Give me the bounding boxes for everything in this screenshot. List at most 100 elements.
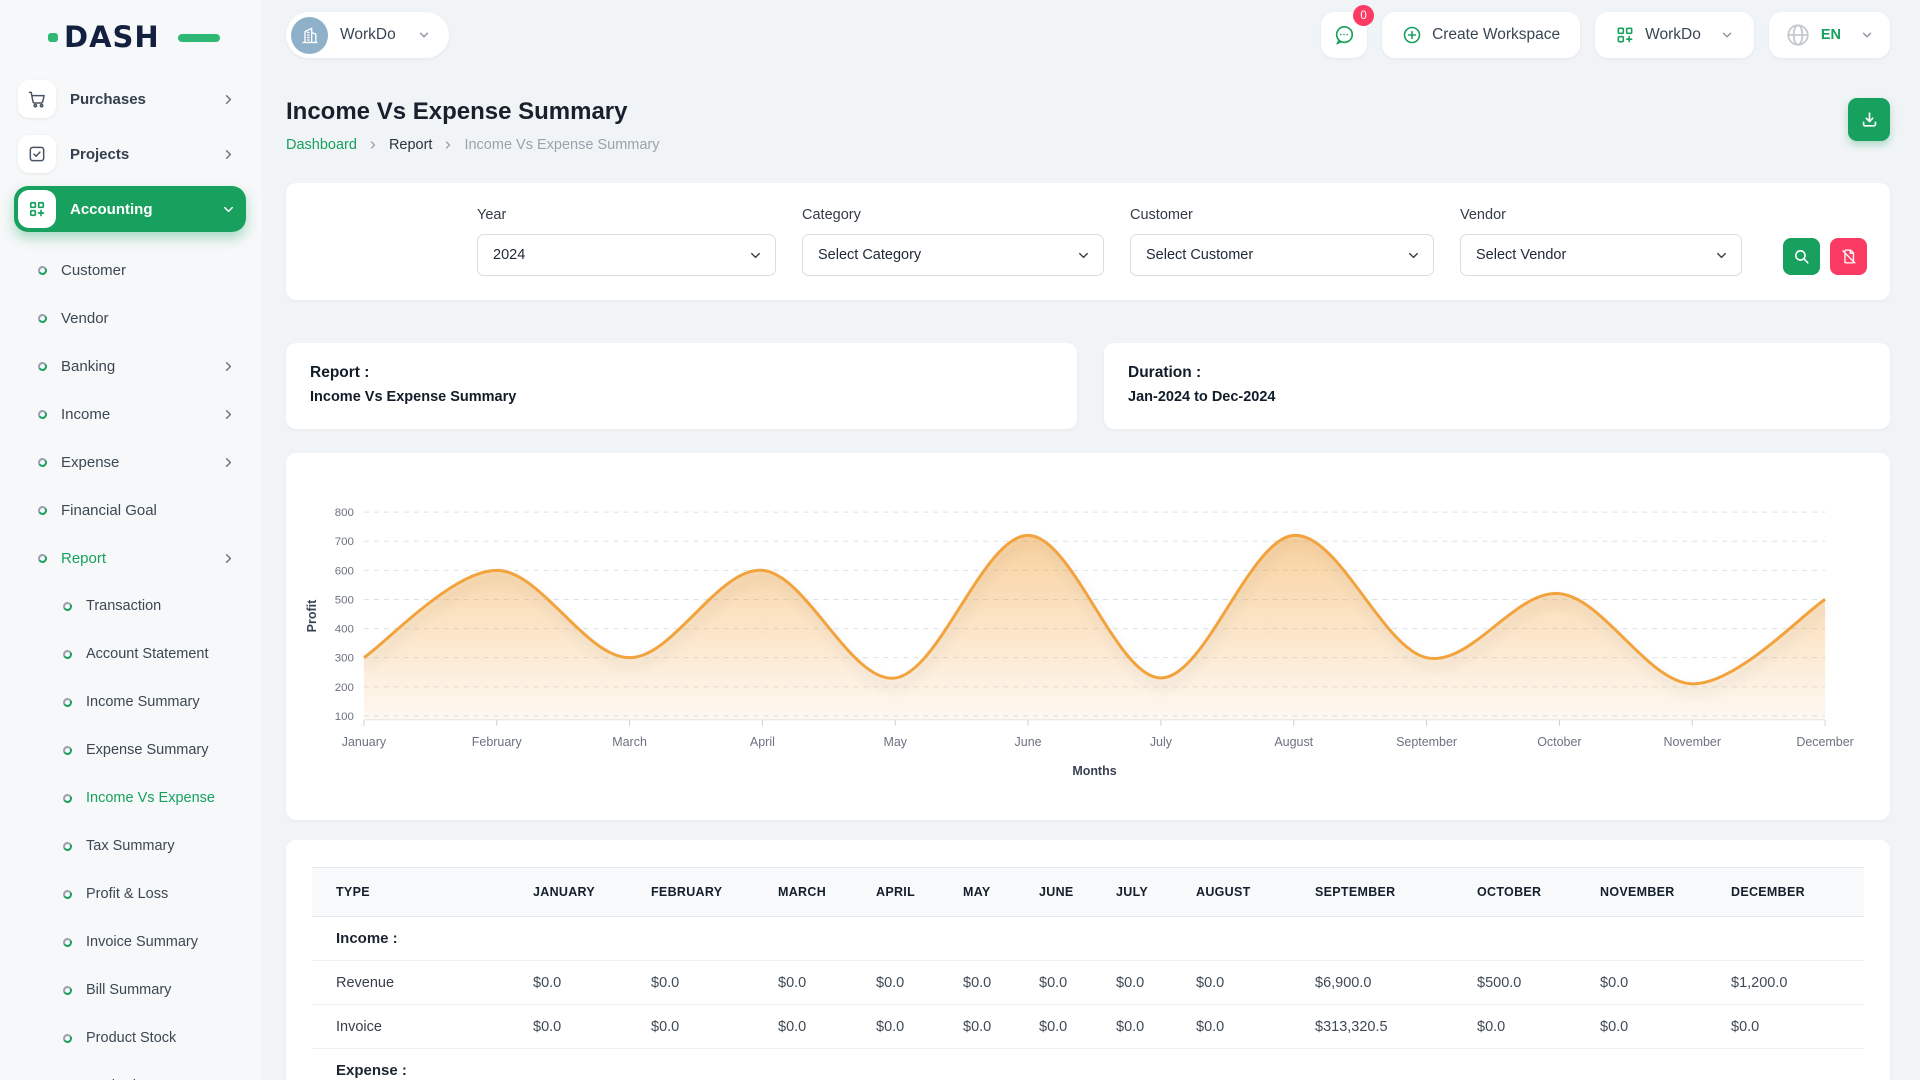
workspace-switcher[interactable]: WorkDo (286, 12, 449, 58)
sidebar-item-tax-summary[interactable]: Tax Summary (0, 822, 262, 870)
report-summary-card: Report : Income Vs Expense Summary (286, 343, 1077, 429)
messages-badge: 0 (1353, 5, 1375, 26)
sidebar-item-bill-summary[interactable]: Bill Summary (0, 966, 262, 1014)
row-value: $0.0 (627, 960, 754, 1005)
report-card-value: Income Vs Expense Summary (310, 389, 517, 405)
filter-actions (1783, 238, 1867, 275)
x-tick-label: September (1396, 735, 1457, 749)
table-body: Income : Revenue $0.0 $0.0 $0.0 $0.0 $0.0 $0.0 $… (312, 916, 1864, 1080)
vendor-select[interactable]: Select Vendor (1460, 234, 1742, 276)
logo-text: DASH (64, 20, 160, 54)
logo[interactable]: DASH (48, 20, 220, 54)
bullet-icon (36, 264, 49, 276)
bullet-icon (61, 696, 74, 708)
sidebar-item-accounting[interactable]: Accounting (14, 186, 246, 232)
grid-plus-icon (18, 190, 56, 228)
customer-value: Select Customer (1146, 247, 1254, 263)
breadcrumb-dashboard[interactable]: Dashboard (286, 137, 357, 153)
bullet-icon (36, 360, 49, 372)
row-value: $500.0 (1453, 960, 1576, 1005)
sidebar-item-profit-loss[interactable]: Profit & Loss (0, 870, 262, 918)
vendor-label: Vendor (1460, 207, 1506, 223)
sidebar-item-income-vs-expense[interactable]: Income Vs Expense (0, 774, 262, 822)
chevron-down-icon (1076, 248, 1091, 263)
sidebar-item-expense-summary[interactable]: Expense Summary (0, 726, 262, 774)
plus-circle-icon (1402, 25, 1422, 45)
sidebar-item-account-statement[interactable]: Account Statement (0, 630, 262, 678)
y-axis-title: Profit (305, 600, 319, 633)
sidebar-item-customer[interactable]: Customer (0, 246, 262, 294)
x-tick-label: March (612, 735, 647, 749)
sidebar-item-invoice-summary[interactable]: Invoice Summary (0, 918, 262, 966)
create-workspace-label: Create Workspace (1432, 26, 1561, 43)
category-filter: Category Select Category (802, 207, 1104, 276)
bullet-icon (61, 744, 74, 756)
chevron-right-icon (221, 359, 236, 374)
chevron-right-icon (442, 139, 454, 151)
profit-line[interactable] (363, 533, 1826, 686)
workspace-menu-label: WorkDo (1645, 26, 1701, 43)
create-workspace-button[interactable]: Create Workspace (1382, 12, 1581, 58)
workspace-menu[interactable]: WorkDo (1595, 12, 1754, 58)
bullet-icon (61, 840, 74, 852)
customer-select[interactable]: Select Customer (1130, 234, 1434, 276)
sidebar-item-income[interactable]: Income (0, 390, 262, 438)
vendor-filter: Vendor Select Vendor (1460, 207, 1742, 276)
row-type: Revenue (312, 960, 509, 1005)
globe-icon (1785, 22, 1811, 48)
chevron-down-icon (221, 202, 236, 217)
chevron-right-icon (367, 139, 379, 151)
breadcrumb-report[interactable]: Report (388, 137, 433, 153)
sidebar-item-expense[interactable]: Expense (0, 438, 262, 486)
x-tick-label: April (750, 735, 775, 749)
sidebar-item-purchases[interactable]: Purchases (14, 76, 246, 122)
chevron-right-icon (221, 407, 236, 422)
reset-filter-button[interactable] (1830, 238, 1867, 275)
bullet-icon (61, 888, 74, 900)
sidebar: DASH Purchases Projects Accounting Customer… (0, 0, 262, 1080)
row-value: $0.0 (1015, 1004, 1092, 1049)
row-value: $0.0 (852, 960, 939, 1005)
year-select[interactable]: 2024 (477, 234, 776, 276)
column-february: FEBRUARY (627, 867, 754, 917)
download-button[interactable] (1848, 98, 1890, 141)
language-selector[interactable]: EN (1768, 12, 1890, 58)
row-value: $0.0 (939, 960, 1015, 1005)
chevron-down-icon (1714, 248, 1729, 263)
sidebar-item-cash-flow[interactable]: Cash Flow (0, 1062, 262, 1080)
sidebar-item-vendor[interactable]: Vendor (0, 294, 262, 342)
y-tick-label: 100 (335, 711, 354, 723)
sidebar-item-report[interactable]: Report (0, 534, 262, 582)
apply-filter-button[interactable] (1783, 238, 1820, 275)
topbar: WorkDo 0 Create Workspace WorkDo EN (286, 0, 1890, 62)
vendor-value: Select Vendor (1476, 247, 1567, 263)
sidebar-item-product-stock[interactable]: Product Stock (0, 1014, 262, 1062)
bullet-icon (36, 552, 49, 564)
filter-panel: Year 2024 Category Select Category Custo… (286, 183, 1890, 300)
chevron-down-icon (1406, 248, 1421, 263)
messages-button[interactable]: 0 (1321, 5, 1375, 58)
y-tick-label: 200 (335, 682, 354, 694)
main-content: WorkDo 0 Create Workspace WorkDo EN (262, 0, 1920, 1080)
row-value: $0.0 (1453, 1004, 1576, 1049)
cart-icon (18, 80, 56, 118)
sidebar-item-projects[interactable]: Projects (14, 131, 246, 177)
chevron-right-icon (221, 92, 236, 107)
grid-plus-icon (1615, 25, 1635, 45)
search-icon (1793, 248, 1810, 265)
profit-area (363, 535, 1826, 720)
x-axis-title: Months (1072, 764, 1116, 778)
table-row-revenue[interactable]: Revenue $0.0 $0.0 $0.0 $0.0 $0.0 $0.0 $0.0 $0.0 $… (312, 960, 1864, 1005)
sidebar-item-income-summary[interactable]: Income Summary (0, 678, 262, 726)
sidebar-item-transaction[interactable]: Transaction (0, 582, 262, 630)
y-tick-label: 500 (335, 594, 354, 606)
row-value: $0.0 (509, 1004, 627, 1049)
table-row-invoice[interactable]: Invoice $0.0 $0.0 $0.0 $0.0 $0.0 $0.0 $0.0 $0.0 $… (312, 1004, 1864, 1049)
chevron-down-icon (748, 248, 763, 263)
chevron-right-icon (221, 455, 236, 470)
x-tick-label: February (472, 735, 523, 749)
category-select[interactable]: Select Category (802, 234, 1104, 276)
row-value: $313,320.5 (1291, 1004, 1453, 1049)
sidebar-item-financial-goal[interactable]: Financial Goal (0, 486, 262, 534)
sidebar-item-banking[interactable]: Banking (0, 342, 262, 390)
